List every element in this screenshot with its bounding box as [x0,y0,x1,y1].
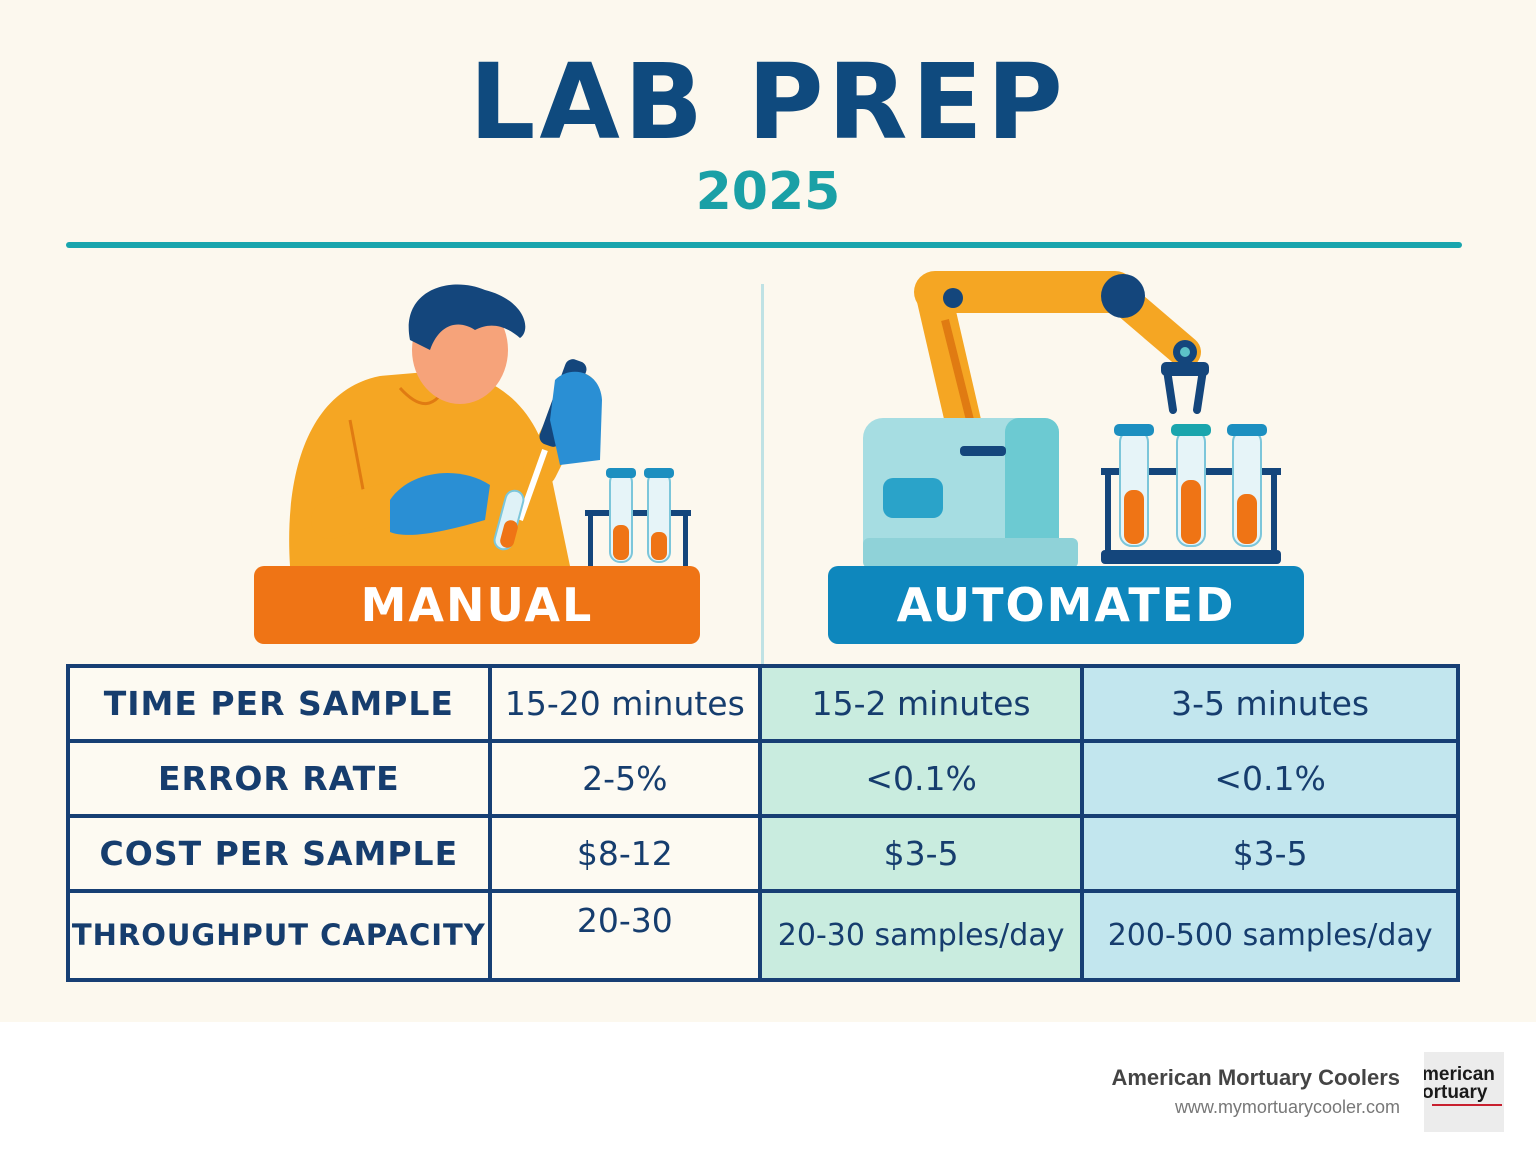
infographic: LAB PREP 2025 [0,0,1536,1022]
year-subtitle: 2025 [695,162,841,222]
page-title: LAB PREP [469,41,1067,163]
brand-url[interactable]: www.mymortuarycooler.com [1174,1097,1400,1117]
manual-value: 2-5% [491,742,758,814]
table-row: ERROR RATE 2-5% <0.1% <0.1% [70,742,1456,814]
table-row: THROUGHPUT CAPACITY 20-30 20-30 samples/… [70,892,1456,978]
table-row: COST PER SAMPLE $8-12 $3-5 $3-5 [70,817,1456,889]
automated-value: 20-30 samples/day [761,892,1081,978]
metric-label: ERROR RATE [70,742,488,814]
metric-label: TIME PER SAMPLE [70,668,488,739]
brand-name: American Mortuary Coolers [1111,1065,1400,1090]
table-row: TIME PER SAMPLE 15-20 minutes 15-2 minut… [70,668,1456,739]
brand-logo: merican ortuary [1424,1052,1504,1132]
manual-value: 15-20 minutes [491,668,758,739]
title-rule [66,242,1462,248]
logo-text: merican ortuary [1424,1064,1495,1103]
automated-value: $3-5 [761,817,1081,889]
metric-label: THROUGHPUT CAPACITY [70,892,488,978]
automated-label: AUTOMATED [828,566,1304,644]
comparison-table: TIME PER SAMPLE 15-20 minutes 15-2 minut… [66,664,1460,982]
automated-value: 3-5 minutes [1084,668,1456,739]
automated-value: <0.1% [1084,742,1456,814]
manual-label: MANUAL [254,566,700,644]
manual-value: 20-30 [491,892,758,978]
manual-value: $8-12 [491,817,758,889]
brand-block: American Mortuary Coolers www.mymortuary… [1111,1064,1400,1122]
logo-stripe [1432,1104,1502,1106]
automated-value: 15-2 minutes [761,668,1081,739]
metric-label: COST PER SAMPLE [70,817,488,889]
lab-technician-illustration [289,284,691,566]
automated-value: $3-5 [1084,817,1456,889]
automated-value: 200-500 samples/day [1084,892,1456,978]
automated-value: <0.1% [761,742,1081,814]
robotic-arm-illustration [863,271,1281,568]
column-divider [761,284,764,664]
